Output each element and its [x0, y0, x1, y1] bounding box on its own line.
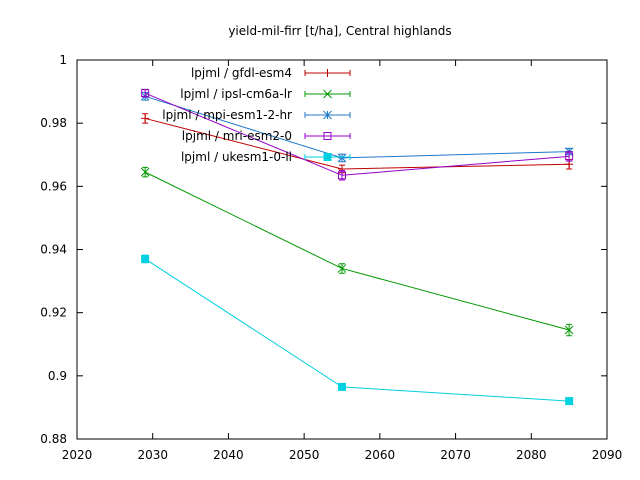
- legend-marker: [323, 89, 332, 99]
- y-axis: 0.88 0.9 0.92 0.94 0.96 0.98 1: [40, 53, 607, 446]
- legend-label: lpjml / ukesm1-0-ll: [181, 150, 292, 164]
- data-point: [141, 254, 150, 263]
- x-tick-label: 2050: [289, 448, 320, 462]
- legend-marker: [323, 132, 332, 140]
- legend-errbar: [304, 70, 351, 76]
- data-point: [338, 382, 346, 391]
- series-layer: [140, 88, 574, 406]
- y-tick-label: 0.88: [40, 432, 67, 446]
- legend-errbar: [304, 112, 351, 118]
- series-line: [144, 95, 570, 159]
- data-point: [141, 89, 150, 98]
- x-tick-label: 2060: [365, 448, 396, 462]
- y-tick-label: 0.98: [40, 116, 67, 130]
- x-tick-label: 2070: [440, 448, 471, 462]
- legend-label: lpjml / ipsl-cm6a-lr: [180, 87, 292, 101]
- data-point: [338, 171, 346, 180]
- data-point: [564, 325, 574, 335]
- data-point: [141, 114, 150, 123]
- y-tick-label: 0.9: [48, 369, 67, 383]
- x-axis: 2020 2030 2040 2050 2060 2070 2080 2090: [62, 60, 623, 462]
- x-tick-label: 2030: [137, 448, 168, 462]
- data-point: [337, 264, 347, 273]
- legend-label: lpjml / mri-esm2-0: [182, 129, 292, 143]
- x-tick-label: 2080: [516, 448, 547, 462]
- legend-marker: [323, 153, 332, 161]
- legend-errbar: [304, 91, 351, 97]
- data-point: [140, 167, 150, 177]
- series-lpjml-ukesm1-0-ll: [141, 254, 574, 406]
- y-tick-label: 0.92: [40, 306, 67, 320]
- y-tick-label: 0.94: [40, 243, 67, 257]
- series-line: [144, 171, 570, 331]
- y-tick-label: 0.96: [40, 179, 67, 193]
- legend-errbar: [304, 133, 351, 139]
- x-tick-label: 2020: [62, 448, 93, 462]
- y-tick-label: 1: [59, 53, 67, 67]
- chart-title: yield-mil-firr [t/ha], Central highlands: [228, 24, 451, 38]
- legend-label: lpjml / gfdl-esm4: [191, 66, 292, 80]
- x-tick-label: 2090: [592, 448, 623, 462]
- data-point: [337, 153, 347, 163]
- legend-errbar: [304, 154, 351, 160]
- legend-label: lpjml / mpi-esm1-2-hr: [162, 108, 292, 122]
- series-line: [144, 258, 570, 402]
- data-point: [565, 397, 574, 406]
- legend: lpjml / gfdl-esm4 lpjml / ipsl-cm6a-lr lpj…: [162, 66, 351, 164]
- legend-marker: [323, 69, 332, 77]
- x-tick-label: 2040: [213, 448, 244, 462]
- data-point: [565, 152, 574, 161]
- series-lpjml-ipsl-cm6a-lr: [140, 166, 574, 337]
- series-lpjml-mri-esm2-0: [141, 88, 574, 181]
- error-bar: [142, 88, 149, 98]
- series-lpjml-gfdl-esm4: [141, 113, 574, 174]
- legend-marker: [323, 110, 332, 120]
- plot-frame: [76, 59, 608, 440]
